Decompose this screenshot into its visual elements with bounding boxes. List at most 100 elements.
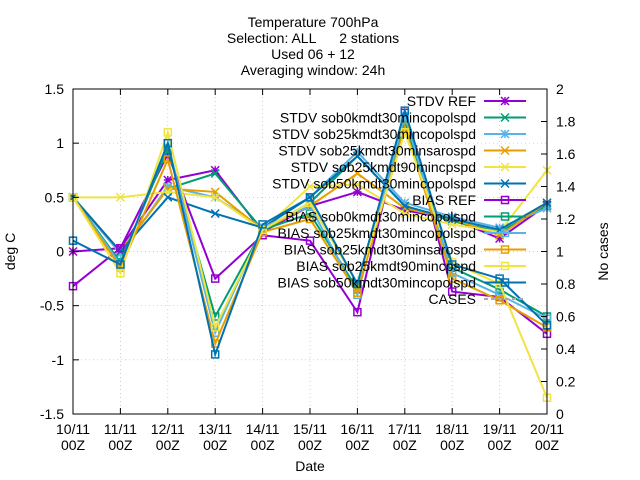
data-point xyxy=(500,112,510,123)
y2-axis-label: No cases xyxy=(595,222,611,280)
y-tick-label: 0.5 xyxy=(45,189,65,205)
x-tick-label: 15/11 xyxy=(293,421,327,437)
chart-title-line: Temperature 700hPa xyxy=(248,14,379,30)
x-tick-label: 20/11 xyxy=(530,421,564,437)
legend-label: BIAS sob50kmdt30mincopolspd xyxy=(278,275,476,291)
legend-label: BIAS REF xyxy=(412,192,476,208)
series-line xyxy=(72,118,548,320)
x-tick-label-time: 00Z xyxy=(251,437,276,453)
data-point xyxy=(400,198,410,208)
data-point xyxy=(500,245,510,254)
y2-tick-label: 1.8 xyxy=(556,114,576,130)
data-point xyxy=(352,147,362,157)
y2-tick-label: 1.6 xyxy=(556,146,576,162)
data-point xyxy=(352,187,362,197)
x-axis-label: Date xyxy=(295,458,325,474)
series-area xyxy=(68,106,552,402)
data-point xyxy=(210,168,220,179)
data-point xyxy=(400,209,410,219)
legend-label: STDV sob25kmdt90mincpspd xyxy=(291,159,476,175)
data-point xyxy=(500,195,510,205)
data-point xyxy=(116,244,125,253)
data-point xyxy=(163,181,173,192)
data-point xyxy=(353,279,362,289)
x-tick-label: 12/11 xyxy=(151,421,185,437)
legend-label: STDV sob25kmdt30mincopolspd xyxy=(272,126,476,142)
x-tick-label: 10/11 xyxy=(56,421,90,437)
x-tick-label-time: 00Z xyxy=(440,437,465,453)
y2-tick-label: 1.2 xyxy=(556,211,576,227)
data-point xyxy=(495,279,504,289)
data-point xyxy=(352,168,362,179)
x-tick-label: 17/11 xyxy=(388,421,422,437)
data-point xyxy=(500,129,510,139)
y2-tick-label: 0.2 xyxy=(556,374,576,390)
x-tick-label: 18/11 xyxy=(435,421,469,437)
series-line xyxy=(72,123,548,347)
data-point xyxy=(258,220,267,229)
y-tick-label: -1 xyxy=(52,352,65,368)
legend-label: BIAS sob25kmdt30mincopolspd xyxy=(278,225,476,241)
x-tick-label: 13/11 xyxy=(198,421,232,437)
data-point xyxy=(500,212,510,221)
data-point xyxy=(115,192,125,202)
x-tick-label-time: 00Z xyxy=(156,437,181,453)
data-point xyxy=(210,192,220,202)
data-point xyxy=(305,214,315,224)
data-point xyxy=(163,192,173,202)
y2-tick-label: 0 xyxy=(556,406,564,422)
data-point xyxy=(210,350,220,359)
data-point xyxy=(500,228,510,238)
data-point xyxy=(400,205,410,215)
data-point xyxy=(210,274,220,283)
y-axis-label: deg C xyxy=(2,233,18,270)
x-tick-label: 16/11 xyxy=(340,421,374,437)
x-tick-label-time: 00Z xyxy=(345,437,370,453)
data-point xyxy=(500,145,510,156)
data-point xyxy=(495,233,505,244)
data-point xyxy=(116,260,125,269)
y2-tick-label: 1.4 xyxy=(556,179,576,195)
x-tick-label-time: 00Z xyxy=(488,437,513,453)
y2-tick-label: 0.6 xyxy=(556,309,576,325)
legend-label: BIAS sob25kmdt90mincpspd xyxy=(296,258,476,274)
legend-label: STDV sob0kmdt30mincopolspd xyxy=(280,110,476,126)
legend-label: BIAS sob0kmdt30mincopolspd xyxy=(285,209,476,225)
data-point xyxy=(210,165,220,175)
x-tick-label: 14/11 xyxy=(246,421,280,437)
data-point xyxy=(352,179,362,189)
y-tick-label: 1.5 xyxy=(45,81,65,97)
chart-title-line: Averaging window: 24h xyxy=(241,62,386,78)
data-point xyxy=(305,236,315,245)
x-tick-label-time: 00Z xyxy=(108,437,133,453)
data-point xyxy=(163,128,173,137)
y-tick-label: 0 xyxy=(56,244,64,260)
legend-label: STDV REF xyxy=(407,93,476,109)
legend-label: STDV sob50kmdt30mincopolspd xyxy=(272,176,476,192)
data-point xyxy=(352,151,362,161)
data-point xyxy=(447,260,457,269)
series-bias-sob50kmdt30mincopolspd xyxy=(68,106,552,359)
chart-title-line: Selection: ALL 2 stations xyxy=(227,30,399,46)
data-point xyxy=(305,181,315,192)
data-point xyxy=(495,296,504,305)
y2-tick-label: 0.4 xyxy=(556,341,576,357)
x-tick-label-time: 00Z xyxy=(298,437,323,453)
data-point xyxy=(447,214,457,224)
y-tick-label: -1.5 xyxy=(40,406,64,422)
data-point xyxy=(353,307,362,317)
y-axis: -1.5 -1 -0.5 0 0.5 1 1.5 xyxy=(40,81,79,422)
legend-label: BIAS sob25kmdt30minsarospd xyxy=(284,242,476,258)
x-tick-label-time: 00Z xyxy=(61,437,86,453)
data-point xyxy=(447,287,457,296)
x-tick-label-time: 00Z xyxy=(203,437,228,453)
data-point xyxy=(500,178,510,189)
data-point xyxy=(163,175,173,185)
data-point xyxy=(500,96,510,106)
data-point xyxy=(400,128,410,137)
data-point xyxy=(400,106,410,115)
data-point xyxy=(210,323,220,332)
x-tick-label: 19/11 xyxy=(483,421,517,437)
